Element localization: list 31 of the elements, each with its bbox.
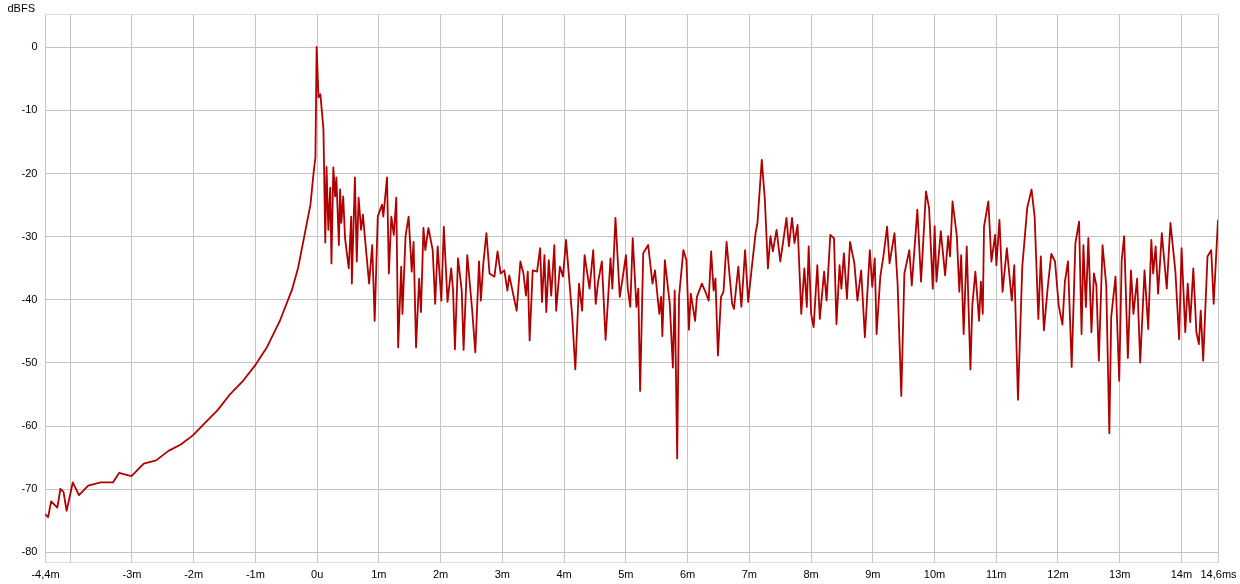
x-tick-label: -1m [245,567,265,580]
x-tick-label: 7m [741,567,757,580]
y-tick-label: -80 [21,545,38,558]
y-tick-label: -60 [21,419,38,432]
y-axis-title: dBFS [7,1,36,14]
y-tick-label: -10 [21,103,38,116]
x-tick-label: 8m [803,567,819,580]
y-tick-label: -70 [21,482,38,495]
x-tick-label: 14,6ms [1200,567,1238,580]
x-tick-label: 10m [923,567,946,580]
x-tick-label: 6m [679,567,696,580]
y-tick-label: 0 [31,40,38,53]
x-tick-label: 2m [432,567,449,580]
y-tick-label: -40 [21,292,38,305]
x-tick-label: 12m [1047,567,1069,580]
x-tick-label: 3m [494,567,510,580]
x-tick-label: 14m [1170,567,1193,580]
x-tick-label: 1m [371,567,387,580]
x-tick-label: -3m [122,567,142,580]
x-tick-label: 13m [1109,567,1131,580]
y-tick-label: -20 [21,166,38,179]
x-tick-label: 5m [618,567,634,580]
y-tick-label: -50 [21,356,38,368]
x-tick-label: 11m [985,567,1007,580]
y-tick-label: -30 [21,229,38,242]
x-tick-label: 4m [556,567,572,580]
x-tick-label: 9m [865,567,881,580]
x-tick-label: -4,4m [31,567,60,580]
line-series [45,45,1218,519]
x-tick-label: -2m [184,567,204,580]
x-tick-label: 0u [311,567,324,580]
